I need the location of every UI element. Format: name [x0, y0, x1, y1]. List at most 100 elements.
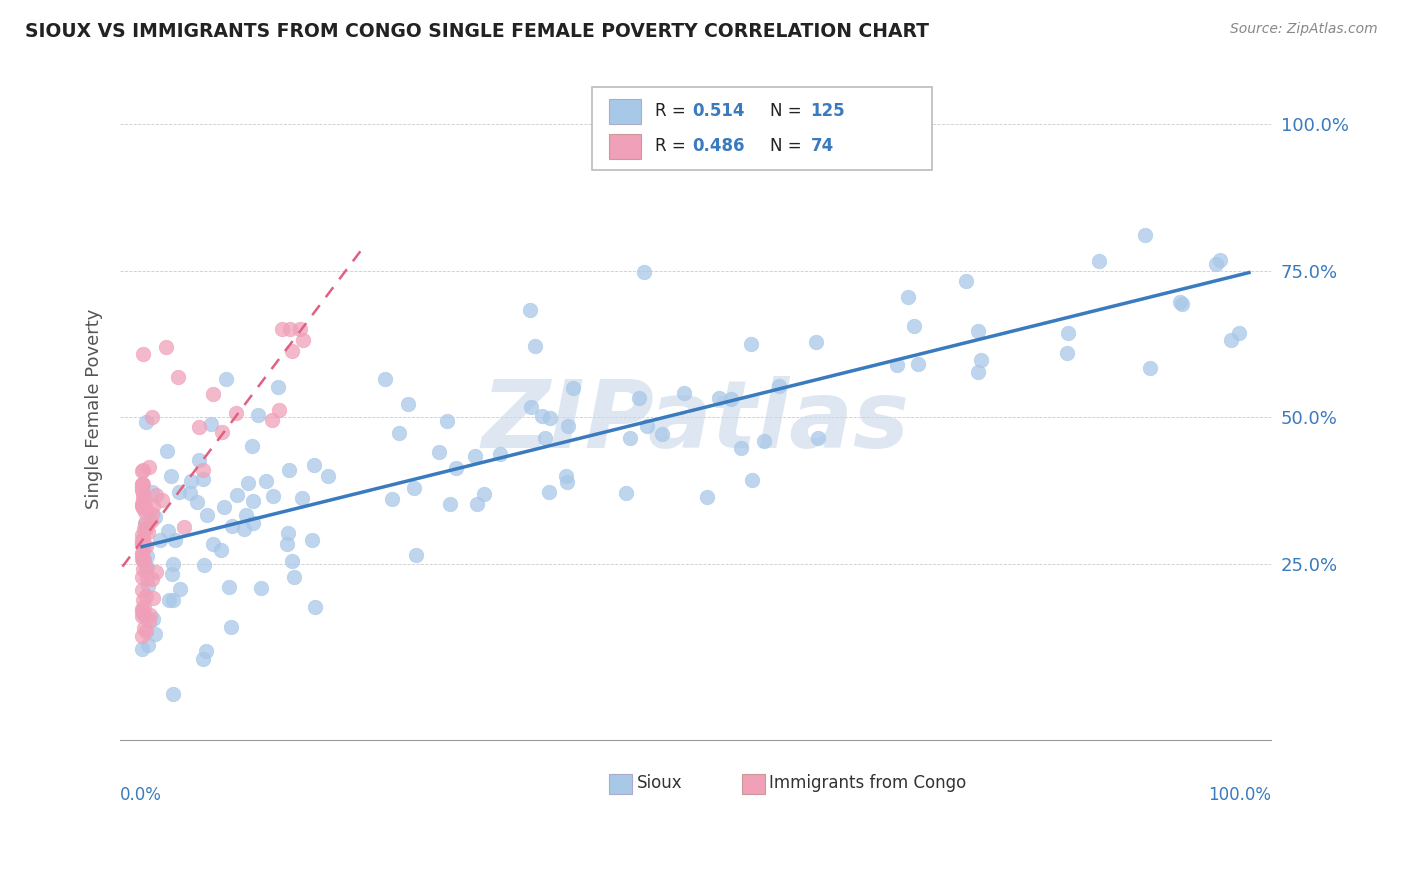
Point	[160, 469, 183, 483]
Point	[249, 581, 271, 595]
Point	[132, 550, 155, 565]
Point	[160, 566, 183, 581]
Point	[145, 565, 167, 579]
Point	[720, 392, 742, 406]
Point	[1229, 326, 1251, 341]
Point	[464, 449, 486, 463]
Point	[131, 477, 153, 491]
Point	[135, 549, 157, 564]
Point	[187, 420, 209, 434]
Point	[236, 476, 259, 491]
Point	[276, 537, 298, 551]
Point	[191, 463, 214, 477]
Point	[1056, 346, 1078, 360]
Bar	[609, 99, 641, 124]
Point	[897, 290, 920, 304]
Point	[709, 391, 731, 405]
Point	[202, 387, 225, 401]
Point	[156, 443, 179, 458]
FancyBboxPatch shape	[592, 87, 932, 170]
Point	[131, 533, 153, 547]
Point	[267, 403, 290, 417]
Text: 74: 74	[811, 136, 834, 154]
Point	[179, 486, 201, 500]
Point	[439, 497, 461, 511]
Point	[519, 400, 541, 414]
Point	[131, 609, 153, 624]
Point	[131, 347, 153, 361]
Point	[436, 414, 458, 428]
Point	[135, 521, 157, 535]
Point	[278, 322, 301, 336]
Point	[886, 358, 908, 372]
Point	[242, 494, 264, 508]
Text: SIOUX VS IMMIGRANTS FROM CONGO SINGLE FEMALE POVERTY CORRELATION CHART: SIOUX VS IMMIGRANTS FROM CONGO SINGLE FE…	[25, 22, 929, 41]
Text: R =: R =	[655, 102, 686, 120]
Text: 0.0%: 0.0%	[120, 786, 162, 804]
Point	[316, 469, 339, 483]
Point	[221, 519, 243, 533]
Point	[143, 626, 166, 640]
Point	[524, 339, 547, 353]
Point	[135, 590, 157, 604]
Point	[633, 265, 655, 279]
Point	[142, 591, 165, 605]
Point	[193, 651, 215, 665]
Point	[131, 464, 153, 478]
Point	[240, 439, 263, 453]
Point	[134, 522, 156, 536]
Point	[967, 324, 990, 338]
Point	[388, 425, 411, 440]
Point	[427, 445, 450, 459]
Text: Sioux: Sioux	[637, 773, 682, 791]
Point	[131, 483, 153, 498]
Point	[291, 333, 314, 347]
Point	[141, 484, 163, 499]
Text: 100.0%: 100.0%	[1208, 786, 1271, 804]
Point	[225, 406, 247, 420]
Point	[131, 528, 153, 542]
Point	[195, 643, 218, 657]
Point	[561, 381, 583, 395]
Point	[534, 431, 557, 445]
Point	[136, 579, 159, 593]
Point	[167, 485, 190, 500]
Point	[132, 621, 155, 635]
Point	[740, 337, 762, 351]
Point	[304, 600, 326, 615]
Point	[209, 542, 232, 557]
Point	[211, 425, 233, 439]
Point	[134, 517, 156, 532]
Point	[141, 572, 163, 586]
Point	[519, 302, 541, 317]
Point	[145, 510, 167, 524]
Point	[637, 419, 659, 434]
Point	[191, 472, 214, 486]
Point	[157, 524, 180, 539]
Point	[768, 379, 790, 393]
Y-axis label: Single Female Poverty: Single Female Poverty	[86, 309, 103, 508]
Point	[262, 490, 284, 504]
Bar	[609, 774, 633, 794]
Point	[163, 533, 186, 547]
Point	[132, 500, 155, 515]
Point	[131, 570, 153, 584]
Text: Immigrants from Congo: Immigrants from Congo	[769, 773, 966, 791]
Point	[1133, 227, 1156, 242]
Point	[752, 434, 775, 449]
Point	[696, 491, 718, 505]
Text: 125: 125	[811, 102, 845, 120]
Point	[1087, 254, 1109, 268]
Bar	[741, 774, 765, 794]
Text: Source: ZipAtlas.com: Source: ZipAtlas.com	[1230, 22, 1378, 37]
Text: 0.486: 0.486	[692, 136, 745, 154]
Point	[149, 533, 172, 548]
Point	[131, 539, 153, 553]
Point	[187, 453, 209, 467]
Point	[131, 535, 153, 549]
Point	[132, 487, 155, 501]
Point	[271, 322, 294, 336]
Point	[131, 551, 153, 566]
Bar	[609, 134, 641, 159]
Point	[134, 498, 156, 512]
